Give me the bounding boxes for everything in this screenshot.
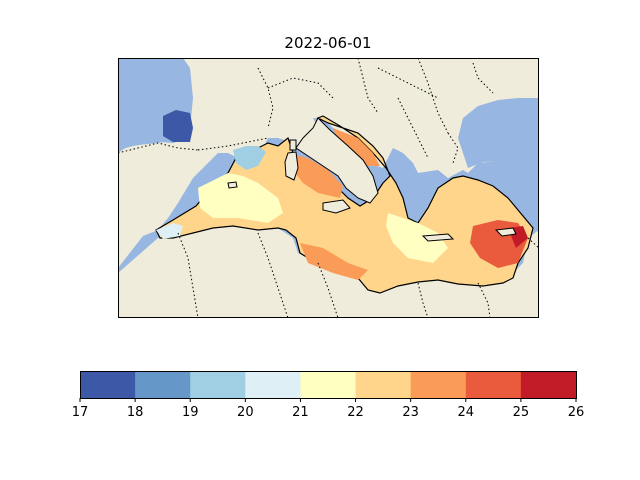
map-title: 2022-06-01 bbox=[284, 34, 372, 52]
warm-patch-tyrrhenian bbox=[288, 153, 343, 198]
colorbar-cell bbox=[410, 371, 467, 398]
map-frame bbox=[118, 58, 539, 318]
colorbar-cell bbox=[245, 371, 301, 398]
colorbar-cell bbox=[465, 371, 522, 398]
cool-patch-gulf-of-lion bbox=[233, 146, 266, 170]
balearic-islands bbox=[227, 181, 238, 189]
italy bbox=[295, 117, 379, 204]
mild-patch-ionian bbox=[386, 213, 448, 263]
colorbar-cells bbox=[80, 371, 577, 398]
corsica bbox=[289, 139, 297, 151]
colorbar-cell bbox=[355, 371, 412, 398]
mild-patch-west bbox=[198, 173, 283, 223]
colorbar-ticks: 17 18 19 20 21 22 23 24 25 26 bbox=[72, 398, 585, 420]
warm-patch-libya bbox=[300, 243, 368, 280]
colorbar-cell bbox=[80, 371, 136, 398]
colorbar-tick-label: 18 bbox=[127, 405, 144, 420]
colorbar-tick-label: 20 bbox=[237, 405, 254, 420]
colorbar-frame bbox=[80, 371, 577, 399]
colorbar-cell bbox=[520, 371, 577, 398]
colorbar-tick-label: 21 bbox=[292, 405, 309, 420]
colorbar-tick-label: 19 bbox=[182, 405, 199, 420]
colorbar-cell bbox=[135, 371, 191, 398]
colorbar-cell bbox=[300, 371, 357, 398]
colorbar-tick-label: 22 bbox=[347, 405, 364, 420]
black-sea bbox=[458, 98, 539, 168]
crete bbox=[421, 233, 455, 242]
colorbar-tick-label: 23 bbox=[402, 405, 419, 420]
colorbar-cell bbox=[190, 371, 246, 398]
colorbar-tick-label: 25 bbox=[513, 405, 530, 420]
cold-patch-biscay bbox=[163, 110, 193, 142]
colorbar-tick-label: 26 bbox=[568, 405, 585, 420]
country-borders bbox=[118, 58, 539, 318]
colorbar-tick-label: 17 bbox=[72, 405, 89, 420]
colorbar-tick-label: 24 bbox=[458, 405, 475, 420]
sicily bbox=[322, 199, 351, 214]
cyprus bbox=[494, 227, 517, 237]
sea-temperature-map bbox=[118, 58, 539, 318]
cool-patch-alboran bbox=[156, 223, 183, 239]
warm-patch-adriatic bbox=[333, 128, 380, 166]
sardinia bbox=[284, 151, 299, 181]
